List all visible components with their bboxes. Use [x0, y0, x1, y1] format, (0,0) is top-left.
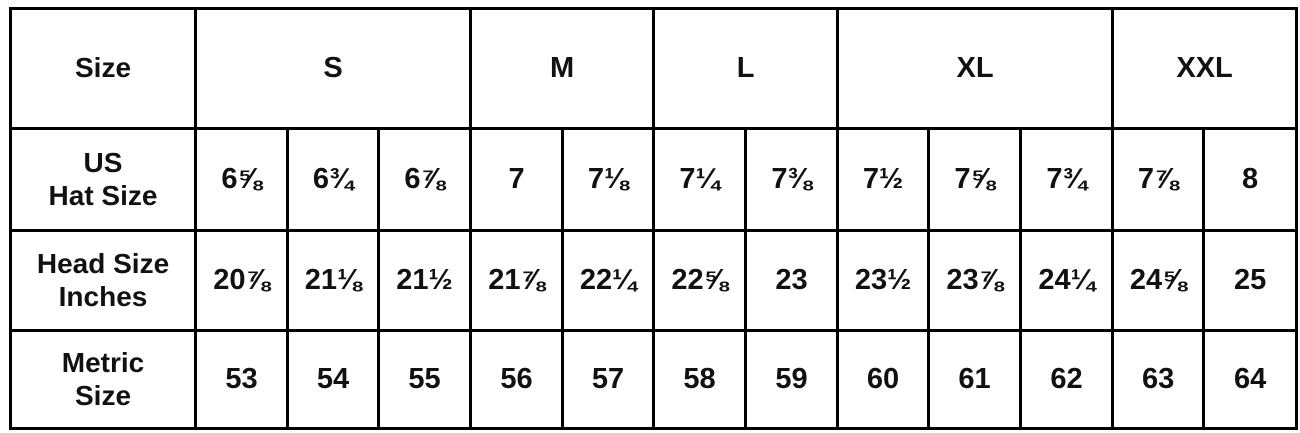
row-label-line: US — [83, 147, 123, 179]
size-group-l: L — [652, 7, 840, 130]
row-label: Metric Size — [9, 329, 197, 430]
table-cell: 60 — [836, 329, 931, 430]
table-cell: 55 — [376, 329, 473, 430]
row-label-line: Hat Size — [48, 179, 158, 211]
table-cell: 58 — [652, 329, 748, 430]
row-label-line: Metric — [61, 347, 145, 379]
size-group-s: S — [193, 7, 473, 130]
row-label-line: Inches — [58, 280, 148, 312]
table-cell: 64 — [1202, 329, 1299, 430]
us-hat-size-row: US Hat Size 6⅝ 6¾ 6⅞ 7 7⅛ 7¼ 7⅜ 7½ 7⅝ 7¾ 7⅞ 8 — [9, 127, 1299, 232]
metric-size-row: Metric Size 53 54 55 56 57 58 59 60 61 62 63 64 — [9, 329, 1299, 430]
table-cell: 61 — [927, 329, 1023, 430]
size-group-m: M — [469, 7, 656, 130]
table-cell: 54 — [286, 329, 380, 430]
size-group-xl: XL — [836, 7, 1115, 130]
table-cell: 7¾ — [1019, 127, 1115, 232]
head-size-inches-row: Head Size Inches 20⅞ 21⅛ 21½ 21⅞ 22¼ 22⅝ 23 23½ 23… — [9, 229, 1299, 332]
table-cell: 24¼ — [1019, 229, 1115, 332]
table-cell: 7½ — [836, 127, 931, 232]
table-cell: 21⅛ — [286, 229, 380, 332]
row-label: US Hat Size — [9, 127, 197, 232]
table-cell: 20⅞ — [194, 229, 289, 332]
table-cell: 7⅞ — [1111, 127, 1206, 232]
table-cell: 62 — [1019, 329, 1115, 430]
table-cell: 23⅞ — [927, 229, 1023, 332]
table-cell: 25 — [1202, 229, 1299, 332]
row-label-line: Size — [74, 379, 132, 411]
table-cell: 7¼ — [652, 127, 748, 232]
table-cell: 6⅝ — [194, 127, 289, 232]
hat-size-chart-table: Size S M L XL XXL US Hat Size 6⅝ 6¾ 6⅞ 7 7⅛ 7¼ 7⅜ 7½ 7… — [9, 7, 1299, 430]
table-cell: 53 — [194, 329, 289, 430]
table-cell: 21½ — [376, 229, 473, 332]
table-cell: 23½ — [836, 229, 931, 332]
row-label: Head Size Inches — [9, 229, 197, 332]
table-cell: 63 — [1111, 329, 1206, 430]
header-row: Size S M L XL XXL — [9, 7, 1299, 130]
table-cell: 24⅝ — [1111, 229, 1206, 332]
table-cell: 23 — [744, 229, 840, 332]
table-cell: 7⅝ — [927, 127, 1023, 232]
table-cell: 7⅛ — [561, 127, 656, 232]
table-cell: 6¾ — [286, 127, 380, 232]
size-header-label: Size — [9, 7, 197, 130]
table-cell: 22¼ — [561, 229, 656, 332]
table-cell: 21⅞ — [469, 229, 565, 332]
table-cell: 7⅜ — [744, 127, 840, 232]
table-cell: 6⅞ — [376, 127, 473, 232]
table-cell: 7 — [469, 127, 565, 232]
size-group-xxl: XXL — [1111, 7, 1299, 130]
table-cell: 56 — [469, 329, 565, 430]
table-cell: 22⅝ — [652, 229, 748, 332]
row-label-line: Head Size — [36, 248, 170, 280]
table-cell: 57 — [561, 329, 656, 430]
table-cell: 8 — [1202, 127, 1299, 232]
table-cell: 59 — [744, 329, 840, 430]
